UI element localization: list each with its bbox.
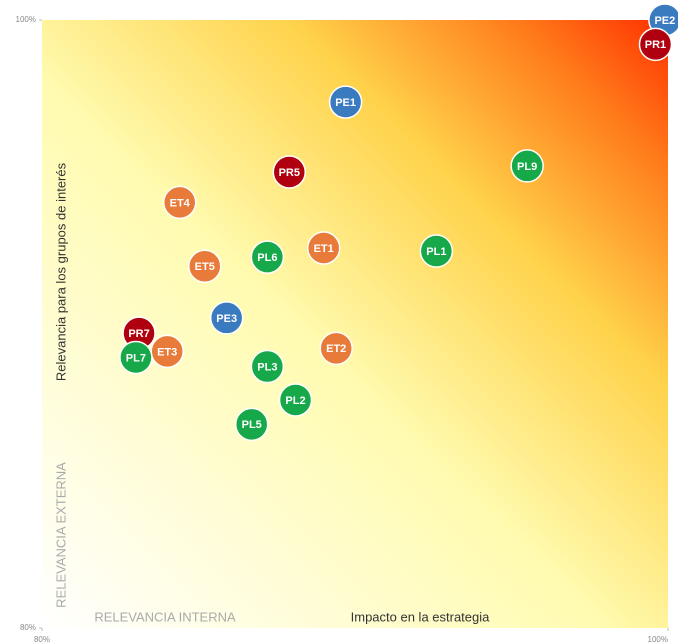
- y-tick-label: 100%: [16, 15, 36, 24]
- point-label: ET1: [314, 243, 334, 255]
- point: [272, 155, 307, 189]
- point: [419, 234, 454, 268]
- point: [250, 240, 285, 274]
- point: [278, 383, 313, 417]
- point-label: PE3: [216, 313, 237, 325]
- point: [638, 27, 673, 62]
- point-label: PR5: [279, 167, 300, 179]
- point-label: PL2: [285, 395, 305, 407]
- point-label: PL5: [242, 419, 262, 431]
- point-label: ET2: [326, 343, 346, 355]
- y-axis-label: Relevancia para los grupos de interés: [53, 162, 68, 381]
- point: [250, 349, 285, 384]
- point-label: PE1: [335, 97, 356, 109]
- x-tick-label: 100%: [648, 635, 668, 644]
- point-label: ET3: [157, 346, 177, 358]
- point: [209, 301, 244, 335]
- point-label: PL9: [517, 161, 537, 173]
- point: [119, 340, 153, 375]
- y-tick-label: 80%: [20, 623, 36, 632]
- point-label: PL6: [257, 252, 277, 264]
- point: [319, 331, 353, 366]
- annotation: RELEVANCIA INTERNA: [94, 609, 236, 624]
- point: [328, 85, 363, 119]
- point-label: PL1: [426, 246, 446, 258]
- point-label: PE2: [654, 15, 675, 27]
- point: [188, 249, 222, 283]
- x-tick-label: 80%: [34, 635, 50, 644]
- point: [306, 231, 341, 265]
- point-label: PL3: [257, 361, 277, 373]
- point-label: ET4: [170, 197, 191, 209]
- point-label: ET5: [195, 261, 215, 273]
- point-label: PL7: [126, 352, 146, 364]
- annotation: RELEVANCIA EXTERNA: [53, 462, 68, 608]
- point-label: PR1: [645, 39, 666, 51]
- point: [234, 407, 269, 442]
- x-axis-label: Impacto en la estrategia: [351, 609, 491, 624]
- point-label: PR7: [128, 328, 149, 340]
- point: [162, 185, 197, 220]
- point: [510, 149, 544, 183]
